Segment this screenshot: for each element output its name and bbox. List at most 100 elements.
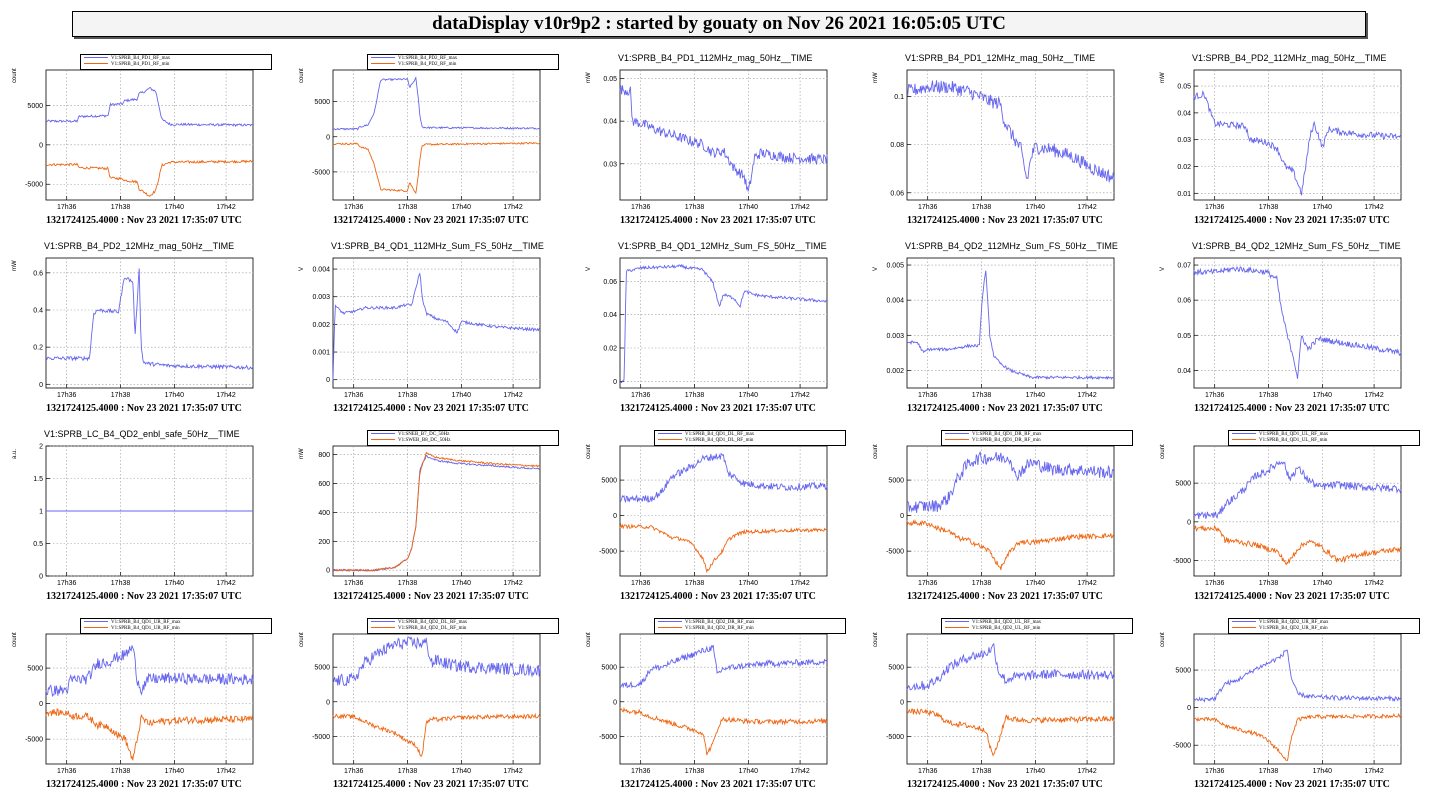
- series-line-1: [906, 642, 1115, 691]
- y-tick-label: -5000: [886, 734, 904, 741]
- legend-swatch: [84, 627, 108, 629]
- plot-panel-11: 17h36 17h38 17h40 17h42 0 0.5 1 1.5 2 a.u. V1:SPRB…: [0, 421, 287, 608]
- x-tick-label: 17h38: [972, 580, 992, 587]
- legend-label: V1:SPRB_B4_PD1_RF_max: [111, 56, 171, 61]
- x-tick-label: 17h36: [344, 204, 364, 211]
- y-tick-label: 5000: [1175, 481, 1191, 488]
- plot-frame: [332, 257, 541, 389]
- timestamp-label: 1321724125.4000 : Nov 23 2021 17:35:07 U…: [907, 779, 1103, 790]
- series-line-2: [1193, 712, 1401, 762]
- legend-swatch: [1232, 439, 1256, 441]
- x-tick-label: 17h38: [972, 768, 992, 775]
- y-axis-label: count: [299, 68, 305, 83]
- plot-panel-10: 17h36 17h38 17h40 17h42 0.04 0.05 0.06 0.07 V V1:…: [1148, 233, 1435, 420]
- legend-swatch: [371, 57, 395, 59]
- x-tick-label: 17h42: [216, 580, 236, 587]
- legend-label: V1:SPRB_B4_QD1_DR_RF_max: [972, 432, 1042, 437]
- x-tick-label: 17h36: [344, 392, 364, 399]
- y-axis-label: mW: [299, 448, 305, 459]
- legend-label: V1:SPRB_B4_QD2_UL_RF_min: [972, 626, 1041, 631]
- plot-title: V1:SPRB_B4_QD2_12MHz_Sum_FS_50Hz__TIME: [1192, 241, 1401, 251]
- y-axis-label: count: [299, 632, 305, 647]
- x-tick-label: 17h36: [1205, 392, 1225, 399]
- plot-svg: 17h36 17h38 17h40 17h42 0.04 0.05 0.06 0.07: [1177, 257, 1402, 399]
- y-tick-label: 0.005: [886, 263, 904, 270]
- x-tick-label: 17h40: [165, 768, 185, 775]
- x-tick-label: 17h42: [216, 768, 236, 775]
- y-tick-label: 0.05: [1177, 333, 1191, 340]
- legend-entry: V1:SPRB_B4_QD2_UR_RF_min: [1232, 626, 1328, 632]
- x-tick-label: 17h42: [790, 768, 810, 775]
- timestamp-label: 1321724125.4000 : Nov 23 2021 17:35:07 U…: [333, 779, 529, 790]
- timestamp-label: 1321724125.4000 : Nov 23 2021 17:35:07 U…: [620, 215, 816, 226]
- y-tick-label: 1.5: [33, 476, 43, 483]
- y-tick-label: 0: [39, 142, 43, 149]
- series-line-1: [619, 263, 828, 383]
- main-title: dataDisplay v10r9p2 : started by gouaty …: [432, 13, 1006, 34]
- x-tick-label: 17h40: [1313, 392, 1333, 399]
- timestamp-label: 1321724125.4000 : Nov 23 2021 17:35:07 U…: [46, 403, 242, 414]
- y-tick-label: 0.2: [33, 345, 43, 352]
- y-tick-label: 0: [613, 379, 617, 386]
- y-tick-label: -5000: [25, 182, 43, 189]
- x-tick-label: 17h38: [398, 204, 418, 211]
- plot-panel-18: 17h36 17h38 17h40 17h42 -5000 0 5000 count V1:SP…: [574, 609, 861, 796]
- x-tick-label: 17h40: [1026, 580, 1046, 587]
- x-tick-label: 17h36: [631, 392, 651, 399]
- y-axis-label: mW: [873, 72, 879, 83]
- x-tick-label: 17h36: [57, 204, 77, 211]
- legend-swatch: [371, 439, 395, 441]
- plot-frame: [1193, 69, 1402, 201]
- y-tick-label: 0.002: [886, 368, 904, 375]
- timestamp-label: 1321724125.4000 : Nov 23 2021 17:35:07 U…: [907, 591, 1103, 602]
- plot-svg: 17h36 17h38 17h40 17h42 -5000 0 5000: [599, 445, 828, 587]
- series-line-2: [619, 523, 828, 574]
- legend-swatch: [371, 627, 395, 629]
- legend-label: V1:SPRB_B4_QD1_UL_RF_min: [1259, 438, 1328, 443]
- plot-panel-7: 17h36 17h38 17h40 17h42 0 0.001 0.002 0.003 0.00…: [287, 233, 574, 420]
- plot-legend: V1:SPRB_B4_PD2_RF_max V1:SPRB_B4_PD2_RF_m…: [367, 54, 559, 70]
- y-tick-label: 0: [326, 568, 330, 575]
- plot-svg: 17h36 17h38 17h40 17h42 0 0.5 1 1.5 2: [33, 444, 254, 587]
- y-tick-label: 5000: [888, 665, 904, 672]
- plot-svg: 17h36 17h38 17h40 17h42 0 200 400 600 800: [318, 445, 541, 587]
- y-tick-label: 0.03: [1177, 137, 1191, 144]
- legend-swatch: [1232, 627, 1256, 629]
- legend-swatch: [1232, 433, 1256, 435]
- y-tick-label: 5000: [601, 478, 617, 485]
- y-tick-label: 0.003: [312, 294, 330, 301]
- main-title-box: dataDisplay v10r9p2 : started by gouaty …: [72, 11, 1366, 37]
- legend-entry: V1:SPRB_B4_QD2_DR_RF_min: [658, 626, 754, 632]
- y-tick-label: 5000: [1175, 668, 1191, 675]
- legend-swatch: [945, 627, 969, 629]
- x-tick-label: 17h38: [972, 204, 992, 211]
- y-tick-label: 5000: [27, 666, 43, 673]
- timestamp-label: 1321724125.4000 : Nov 23 2021 17:35:07 U…: [907, 403, 1103, 414]
- plot-title: V1:SPRB_B4_PD2_112MHz_mag_50Hz__TIME: [1192, 53, 1387, 63]
- series-line-1: [619, 85, 828, 192]
- series-line-2: [619, 706, 828, 756]
- legend-label: V1:SPRB_B4_QD2_DL_RF_max: [398, 620, 468, 625]
- plot-frame: [906, 257, 1115, 389]
- plot-frame: [332, 69, 541, 201]
- plot-frame: [1193, 257, 1402, 389]
- plot-frame: [906, 633, 1115, 765]
- x-tick-label: 17h40: [1026, 204, 1046, 211]
- y-tick-label: -5000: [312, 169, 330, 176]
- legend-entry: V1:SPRB_B4_QD1_DL_RF_max: [658, 432, 754, 438]
- plot-frame: [619, 69, 828, 201]
- legend-swatch: [1232, 621, 1256, 623]
- series-line-2: [45, 159, 254, 197]
- x-tick-label: 17h38: [1259, 580, 1279, 587]
- y-tick-label: -5000: [599, 734, 617, 741]
- plot-panel-16: 17h36 17h38 17h40 17h42 -5000 0 5000 count V1:SP…: [0, 609, 287, 796]
- legend-entry: V1:SPRB_B4_QD2_UL_RF_min: [945, 626, 1040, 632]
- plot-legend: V1:SPRB_B4_QD1_UL_RF_max V1:SPRB_B4_QD1_U…: [1228, 430, 1420, 446]
- plot-panel-19: 17h36 17h38 17h40 17h42 -5000 0 5000 count V1:SP…: [861, 609, 1148, 796]
- plot-panel-2: 17h36 17h38 17h40 17h42 -5000 0 5000 count V1:SP…: [287, 45, 574, 232]
- legend-swatch: [945, 433, 969, 435]
- series-line-2: [45, 708, 254, 761]
- y-tick-label: 0.1: [894, 94, 904, 101]
- y-tick-label: 0.08: [890, 142, 904, 149]
- x-tick-label: 17h40: [452, 768, 472, 775]
